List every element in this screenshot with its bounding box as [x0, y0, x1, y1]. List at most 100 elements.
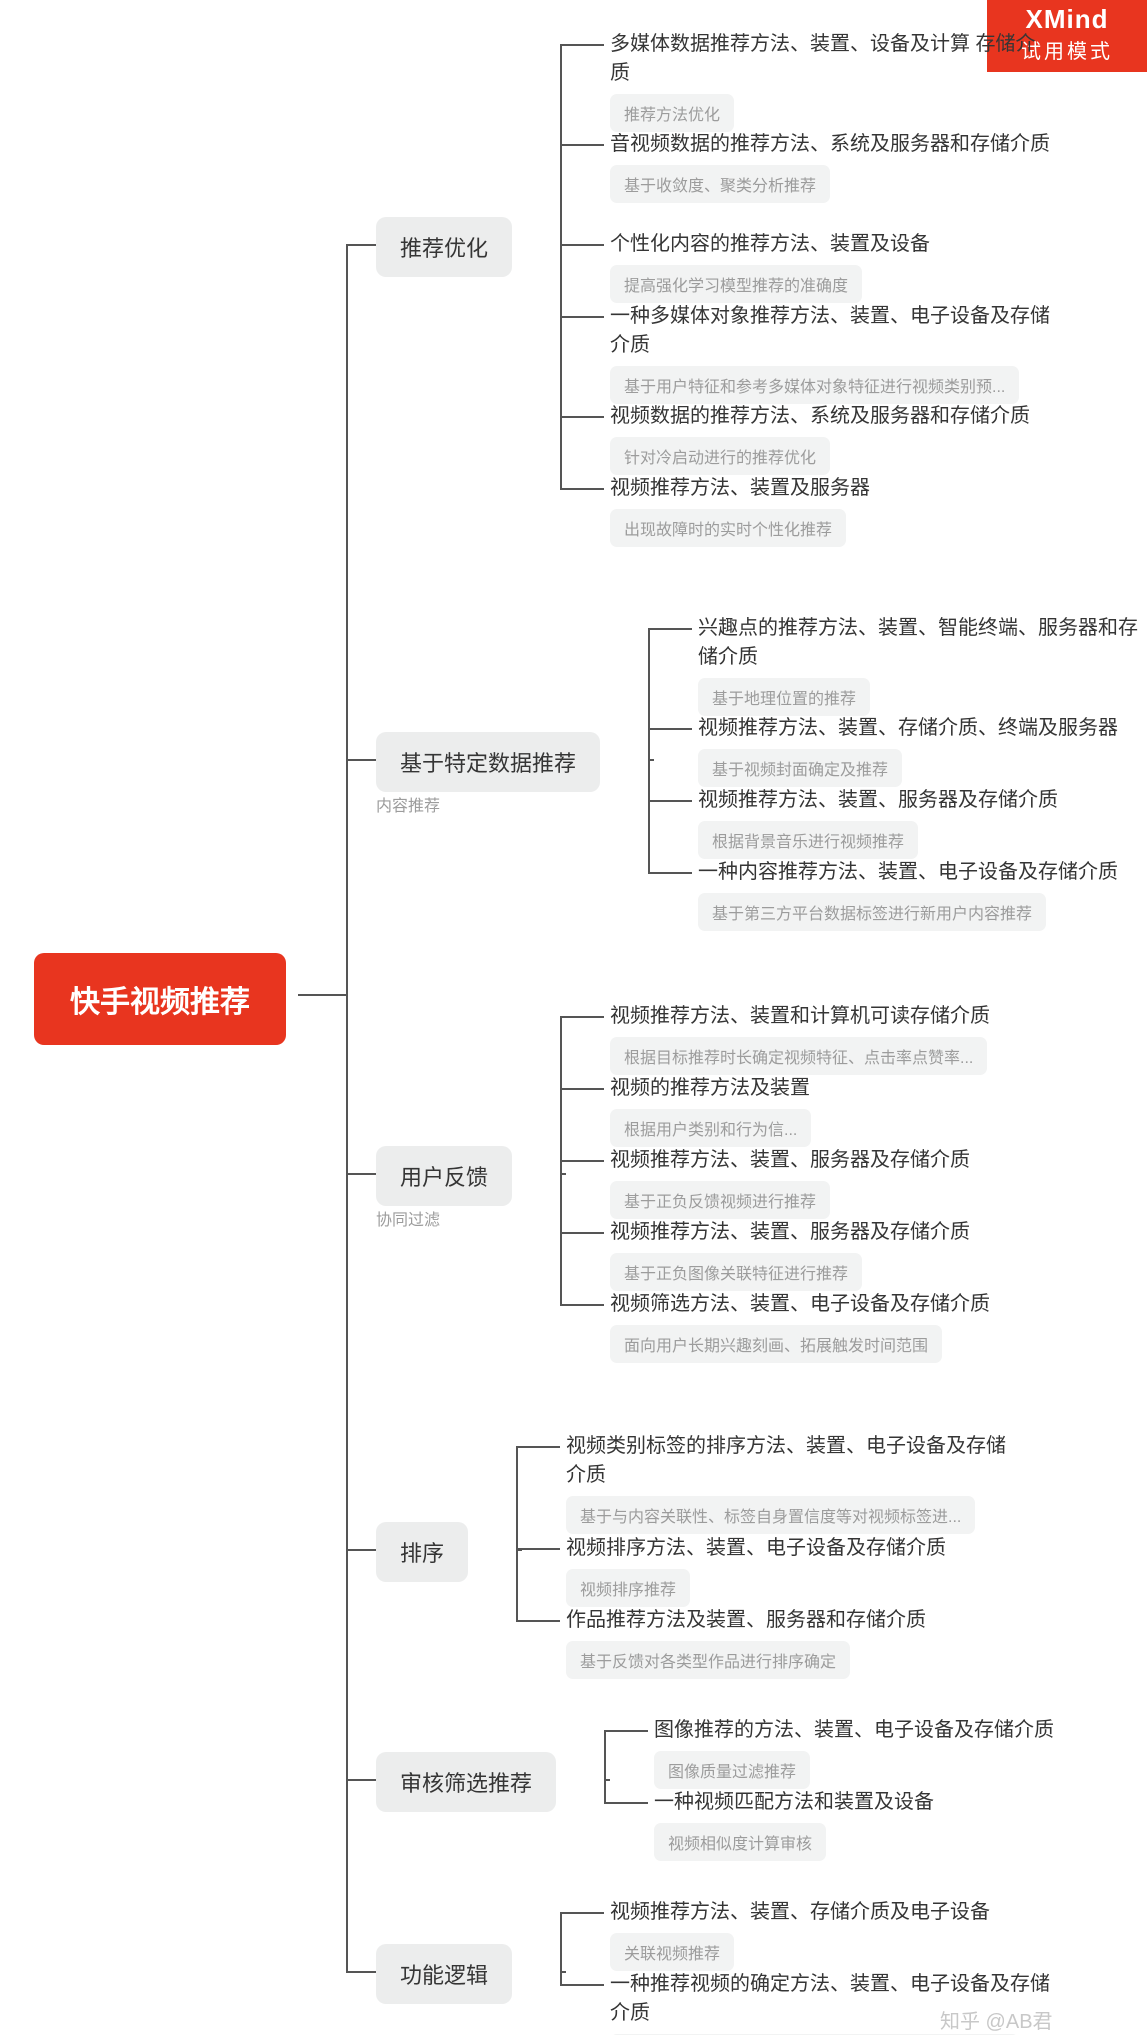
- leaf-block[interactable]: 图像推荐的方法、装置、电子设备及存储介质图像质量过滤推荐: [654, 1716, 1094, 1794]
- leaf-desc: 基于正负图像关联特征进行推荐: [610, 1253, 862, 1291]
- mindmap-canvas: XMind 试用模式 快手视频推荐 推荐优化多媒体数据推荐方法、装置、设备及计算…: [0, 0, 1147, 2035]
- watermark: 知乎 @AB君: [940, 2005, 1053, 2034]
- root-label: 快手视频推荐: [70, 986, 250, 1019]
- connector: [346, 244, 348, 1973]
- leaf-desc: 根据背景音乐进行视频推荐: [698, 821, 918, 859]
- leaf-desc: 视频相似度计算审核: [654, 1823, 826, 1861]
- leaf-title: 作品推荐方法及装置、服务器和存储介质: [566, 1606, 1006, 1635]
- connector: [560, 1971, 566, 1973]
- connector: [346, 1779, 376, 1781]
- connector: [346, 759, 376, 761]
- connector: [346, 1549, 376, 1551]
- connector: [560, 1304, 604, 1306]
- connector: [560, 316, 604, 318]
- connector: [648, 872, 692, 874]
- leaf-title: 视频排序方法、装置、电子设备及存储介质: [566, 1534, 1006, 1563]
- root-node[interactable]: 快手视频推荐: [34, 953, 286, 1045]
- leaf-block[interactable]: 作品推荐方法及装置、服务器和存储介质基于反馈对各类型作品进行排序确定: [566, 1606, 1006, 1684]
- leaf-block[interactable]: 视频推荐方法、装置、存储介质及电子设备关联视频推荐: [610, 1898, 1050, 1976]
- leaf-block[interactable]: 视频类别标签的排序方法、装置、电子设备及存储介质基于与内容关联性、标签自身置信度…: [566, 1432, 1006, 1539]
- connector: [560, 44, 562, 490]
- leaf-title: 视频的推荐方法及装置: [610, 1074, 1050, 1103]
- branch-node-opt[interactable]: 推荐优化: [376, 217, 512, 277]
- leaf-desc: 视频排序推荐: [566, 1569, 690, 1607]
- leaf-block[interactable]: 个性化内容的推荐方法、装置及设备提高强化学习模型推荐的准确度: [610, 230, 1050, 308]
- leaf-title: 一种内容推荐方法、装置、电子设备及存储介质: [698, 858, 1138, 887]
- leaf-desc: 根据目标推荐时长确定视频特征、点击率点赞率...: [610, 1037, 987, 1075]
- connector: [648, 628, 650, 874]
- leaf-block[interactable]: 一种多媒体对象推荐方法、装置、电子设备及存储介质基于用户特征和参考多媒体对象特征…: [610, 302, 1050, 409]
- connector: [560, 1912, 604, 1914]
- leaf-title: 视频类别标签的排序方法、装置、电子设备及存储介质: [566, 1432, 1006, 1490]
- connector: [346, 244, 376, 246]
- connector: [560, 1160, 604, 1162]
- branch-node-func[interactable]: 功能逻辑: [376, 1944, 512, 2004]
- leaf-block[interactable]: 视频筛选方法、装置、电子设备及存储介质面向用户长期兴趣刻画、拓展触发时间范围: [610, 1290, 1050, 1368]
- leaf-block[interactable]: 视频推荐方法、装置、服务器及存储介质基于正负反馈视频进行推荐: [610, 1146, 1050, 1224]
- connector: [604, 1730, 648, 1732]
- connector: [560, 1912, 562, 1986]
- leaf-title: 一种视频匹配方法和装置及设备: [654, 1788, 1094, 1817]
- leaf-block[interactable]: 兴趣点的推荐方法、装置、智能终端、服务器和存储介质基于地理位置的推荐: [698, 614, 1138, 721]
- leaf-block[interactable]: 视频推荐方法、装置和计算机可读存储介质根据目标推荐时长确定视频特征、点击率点赞率…: [610, 1002, 1050, 1080]
- connector: [560, 1016, 604, 1018]
- connector: [298, 994, 346, 996]
- connector: [346, 1971, 376, 1973]
- leaf-block[interactable]: 音视频数据的推荐方法、系统及服务器和存储介质基于收敛度、聚类分析推荐: [610, 130, 1050, 208]
- branch-label: 功能逻辑: [400, 1963, 488, 1988]
- leaf-block[interactable]: 视频推荐方法、装置、服务器及存储介质基于正负图像关联特征进行推荐: [610, 1218, 1050, 1296]
- leaf-block[interactable]: 一种视频匹配方法和装置及设备视频相似度计算审核: [654, 1788, 1094, 1866]
- leaf-desc: 基于与内容关联性、标签自身置信度等对视频标签进...: [566, 1496, 975, 1534]
- connector: [516, 1620, 560, 1622]
- connector: [648, 628, 692, 630]
- branch-label: 推荐优化: [400, 236, 488, 261]
- leaf-desc: 推荐方法优化: [610, 94, 734, 132]
- leaf-block[interactable]: 多媒体数据推荐方法、装置、设备及计算 存储介质推荐方法优化: [610, 30, 1050, 137]
- leaf-desc: 面向用户长期兴趣刻画、拓展触发时间范围: [610, 1325, 942, 1363]
- leaf-title: 视频推荐方法、装置、服务器及存储介质: [610, 1218, 1050, 1247]
- leaf-title: 视频推荐方法、装置、服务器及存储介质: [698, 786, 1138, 815]
- connector: [560, 244, 566, 246]
- connector: [516, 1549, 522, 1551]
- leaf-block[interactable]: 视频推荐方法、装置、服务器及存储介质根据背景音乐进行视频推荐: [698, 786, 1138, 864]
- connector: [648, 759, 654, 761]
- connector: [516, 1446, 518, 1622]
- branch-label: 排序: [400, 1541, 444, 1566]
- branch-note: 内容推荐: [376, 792, 440, 816]
- leaf-desc: 关联视频推荐: [610, 1933, 734, 1971]
- connector: [604, 1779, 610, 1781]
- leaf-desc: 基于地理位置的推荐: [698, 678, 870, 716]
- connector: [516, 1446, 560, 1448]
- leaf-block[interactable]: 视频数据的推荐方法、系统及服务器和存储介质针对冷启动进行的推荐优化: [610, 402, 1050, 480]
- leaf-block[interactable]: 视频排序方法、装置、电子设备及存储介质视频排序推荐: [566, 1534, 1006, 1612]
- leaf-block[interactable]: 视频的推荐方法及装置根据用户类别和行为信...: [610, 1074, 1050, 1152]
- leaf-title: 视频推荐方法、装置及服务器: [610, 474, 1050, 503]
- leaf-title: 一种多媒体对象推荐方法、装置、电子设备及存储介质: [610, 302, 1050, 360]
- leaf-title: 视频推荐方法、装置和计算机可读存储介质: [610, 1002, 1050, 1031]
- leaf-title: 图像推荐的方法、装置、电子设备及存储介质: [654, 1716, 1094, 1745]
- leaf-title: 视频推荐方法、装置、存储介质及电子设备: [610, 1898, 1050, 1927]
- branch-node-sort[interactable]: 排序: [376, 1522, 468, 1582]
- leaf-title: 兴趣点的推荐方法、装置、智能终端、服务器和存储介质: [698, 614, 1138, 672]
- leaf-title: 音视频数据的推荐方法、系统及服务器和存储介质: [610, 130, 1050, 159]
- connector: [560, 1088, 604, 1090]
- leaf-desc: 出现故障时的实时个性化推荐: [610, 509, 846, 547]
- leaf-block[interactable]: 视频推荐方法、装置、存储介质、终端及服务器基于视频封面确定及推荐: [698, 714, 1138, 792]
- connector: [346, 1173, 376, 1175]
- branch-node-audit[interactable]: 审核筛选推荐: [376, 1752, 556, 1812]
- connector: [516, 1548, 560, 1550]
- connector: [604, 1802, 648, 1804]
- branch-node-fb[interactable]: 用户反馈: [376, 1146, 512, 1206]
- connector: [648, 800, 692, 802]
- leaf-desc: 根据用户类别和行为信...: [610, 1109, 811, 1147]
- leaf-block[interactable]: 视频推荐方法、装置及服务器出现故障时的实时个性化推荐: [610, 474, 1050, 552]
- leaf-title: 多媒体数据推荐方法、装置、设备及计算 存储介质: [610, 30, 1050, 88]
- branch-node-spec[interactable]: 基于特定数据推荐: [376, 732, 600, 792]
- leaf-title: 个性化内容的推荐方法、装置及设备: [610, 230, 1050, 259]
- leaf-block[interactable]: 一种内容推荐方法、装置、电子设备及存储介质基于第三方平台数据标签进行新用户内容推…: [698, 858, 1138, 936]
- leaf-desc: 基于反馈对各类型作品进行排序确定: [566, 1641, 850, 1679]
- leaf-title: 视频数据的推荐方法、系统及服务器和存储介质: [610, 402, 1050, 431]
- connector: [648, 728, 692, 730]
- leaf-title: 视频筛选方法、装置、电子设备及存储介质: [610, 1290, 1050, 1319]
- connector: [560, 1173, 566, 1175]
